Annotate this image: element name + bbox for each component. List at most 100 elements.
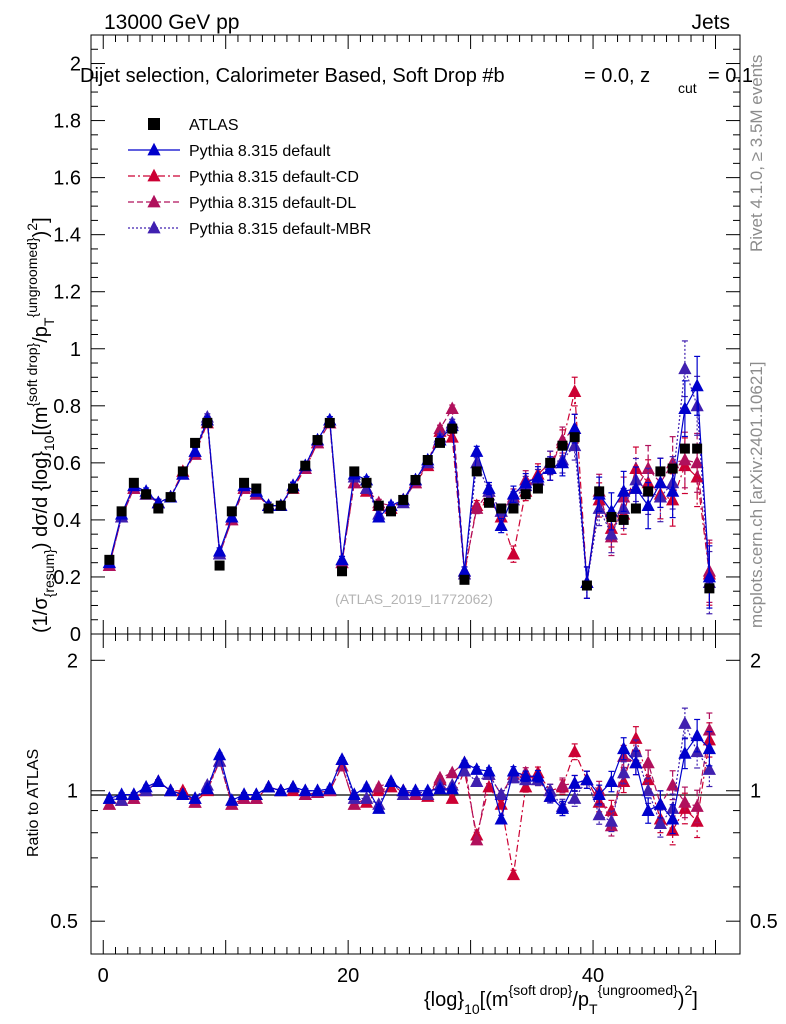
series-3-ratio-marker (494, 787, 508, 800)
atlas-data-point (373, 500, 384, 511)
atlas-data-point (471, 466, 482, 477)
series-3-ratio-marker (604, 814, 619, 827)
legend-marker-3 (147, 220, 161, 234)
series-0-ratio-marker (139, 779, 153, 793)
atlas-data-point (692, 443, 703, 454)
series-0-marker (188, 444, 202, 457)
atlas-data-point (410, 474, 421, 485)
series-0-marker (568, 421, 582, 435)
series-3-ratio-marker (641, 783, 655, 797)
atlas-data-point (679, 443, 690, 454)
series-1-ratio-marker (629, 731, 643, 744)
series-0-marker (372, 509, 386, 523)
series-0-ratio-marker (702, 741, 716, 755)
series-0-line (108, 383, 710, 583)
series-1-ratio-marker (506, 867, 521, 881)
series-3-ratio-marker (678, 716, 692, 729)
series-0-marker (555, 455, 570, 469)
atlas-data-point (520, 489, 531, 500)
ratio-plot-frame (90, 633, 741, 955)
series-0-marker (653, 475, 668, 489)
y-tick-label: 1.8 (53, 111, 81, 133)
y-tick-label: 1.6 (53, 168, 81, 190)
atlas-data-point (361, 477, 372, 488)
atlas-data-point (496, 503, 507, 514)
main-y-tick-labels: 0 0.2 0.4 0.6 0.8 1 1.2 1.4 1.6 1.8 2 (53, 54, 81, 646)
series-0-ratio-marker (678, 746, 692, 759)
series-3-ratio-marker (457, 763, 472, 777)
series-1-marker (690, 469, 704, 483)
atlas-data-point (226, 506, 237, 517)
series-0-ratio-marker (310, 783, 325, 797)
series-3-ratio-marker (702, 762, 716, 775)
series-1-ratio-marker (568, 744, 582, 758)
series-0-marker (482, 481, 496, 494)
series-0-ratio-marker (482, 763, 496, 777)
series-0-marker (335, 552, 349, 566)
atlas-data-point (177, 466, 188, 477)
series-0-ratio-marker (445, 781, 459, 795)
atlas-data-point (581, 580, 592, 591)
main-axis-ticks (91, 34, 740, 635)
series-0-ratio-marker (531, 769, 545, 782)
y-tick-label: 2 (70, 54, 81, 76)
series-1-marker (506, 546, 521, 560)
atlas-data-point (545, 457, 556, 468)
series-0-ratio-marker (519, 769, 533, 782)
atlas-data-point (128, 477, 139, 488)
series-0-ratio-marker (249, 787, 263, 800)
y-tick-label: 0.2 (53, 567, 81, 589)
series-2-ratio-marker (641, 755, 655, 769)
mcplots-label: mcplots.cern.ch [arXiv:2401.10621] (747, 362, 766, 628)
series-3-marker (604, 526, 619, 540)
x-tick-labels: 0 20 40 (98, 965, 604, 987)
series-3-marker (568, 438, 582, 452)
atlas-data-point (202, 417, 213, 428)
atlas-data-point (337, 566, 348, 577)
series-2-marker (641, 461, 655, 474)
atlas-data-point (447, 423, 458, 434)
series-0-marker (494, 518, 508, 532)
ratio-series-layer (102, 707, 716, 881)
atlas-data-point (618, 514, 629, 525)
series-3-ratio-marker (653, 816, 668, 829)
series-2-ratio-marker (470, 832, 484, 846)
series-1-marker (568, 384, 582, 397)
series-1-ratio-marker (482, 779, 496, 793)
series-0-ratio-marker (298, 783, 312, 797)
atlas-data-point (165, 492, 176, 503)
series-0-marker (457, 564, 472, 577)
series-0-ratio-marker (274, 783, 288, 797)
series-1-ratio-marker (445, 791, 459, 804)
series-0-ratio-marker (470, 762, 484, 775)
atlas-data-point (312, 435, 323, 446)
series-2-marker (678, 452, 692, 466)
y-tick-label: 0 (70, 624, 81, 646)
atlas-data-point (557, 440, 568, 451)
series-1-marker (445, 429, 459, 443)
atlas-data-point (141, 489, 152, 500)
series-0-ratio-marker (127, 787, 141, 800)
series-0-ratio-marker (225, 793, 239, 806)
series-2-marker (470, 501, 484, 514)
atlas-data-point (190, 437, 201, 448)
series-0-ratio-marker (506, 763, 521, 777)
ratio-y-tick-label: 1 (67, 781, 78, 803)
series-0-marker (617, 484, 631, 497)
series-0-ratio-marker (604, 774, 619, 787)
series-0-ratio-marker (457, 755, 472, 769)
series-0-ratio-marker (237, 787, 251, 800)
atlas-data-point (643, 486, 654, 497)
series-0-ratio-marker (543, 789, 557, 802)
series-0-ratio-marker (641, 803, 655, 816)
y-tick-label: 0.6 (53, 453, 81, 475)
series-3-ratio-marker (617, 765, 631, 779)
atlas-data-point (153, 503, 164, 514)
rivet-version-label: Rivet 4.1.0, ≥ 3.5M events (747, 55, 766, 252)
ratio-y-tick-label: 0.5 (50, 911, 78, 933)
series-0-ratio-marker (384, 774, 398, 787)
series-2-marker (690, 455, 704, 469)
series-3-ratio-marker (592, 807, 606, 821)
series-0-ratio-marker (433, 781, 447, 795)
legend-marker-atlas (148, 118, 160, 130)
